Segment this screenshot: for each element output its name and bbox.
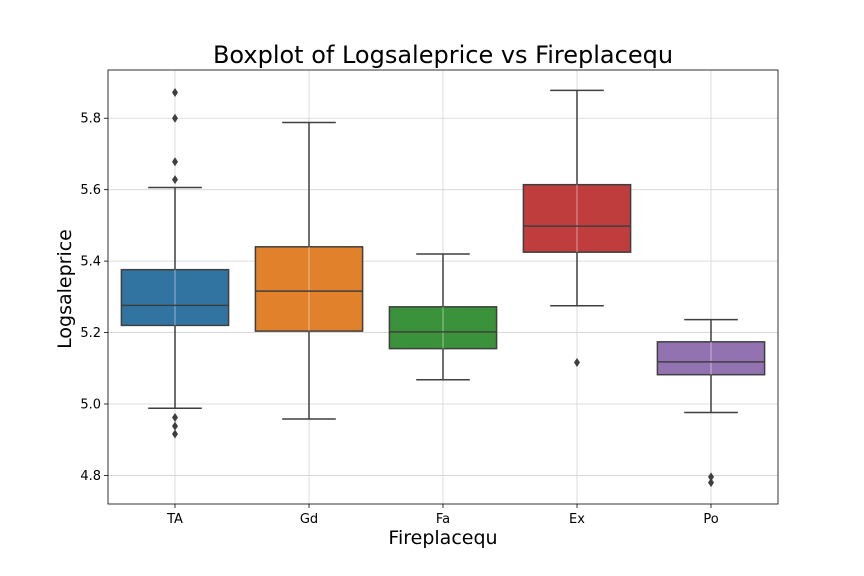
- box-ta: [120, 88, 230, 439]
- y-tick-label: 4.8: [80, 469, 101, 484]
- y-tick-label: 5.0: [80, 397, 101, 412]
- y-axis-label: Logsaleprice: [54, 229, 76, 349]
- x-tick-label: Ex: [569, 512, 585, 527]
- box-po: [656, 318, 766, 488]
- boxes: [120, 88, 766, 488]
- outlier-point: [172, 421, 178, 431]
- outlier-point: [708, 472, 714, 482]
- x-tick-label: Po: [703, 512, 718, 527]
- box-gd: [254, 121, 364, 420]
- box-fa: [388, 253, 498, 381]
- outlier-point: [172, 113, 178, 123]
- x-axis-label: Fireplacequ: [388, 527, 497, 549]
- grid: [108, 70, 778, 504]
- outlier-point: [708, 478, 714, 488]
- outlier-point: [172, 157, 178, 167]
- outlier-point: [172, 413, 178, 423]
- y-tick-label: 5.4: [80, 255, 101, 270]
- x-tick-label: TA: [166, 512, 183, 527]
- y-tick-label: 5.6: [80, 183, 101, 198]
- outlier-point: [172, 429, 178, 439]
- y-tick-label: 5.2: [80, 326, 101, 341]
- y-tick-label: 5.8: [80, 112, 101, 127]
- chart-title: Boxplot of Logsaleprice vs Fireplacequ: [213, 41, 673, 69]
- x-tick-label: Gd: [300, 512, 318, 527]
- outlier-point: [574, 358, 580, 368]
- x-ticks: TA Gd Fa Ex Po: [166, 504, 719, 527]
- outlier-point: [172, 88, 178, 98]
- y-ticks: 4.8 5.0 5.2 5.4 5.6 5.8: [80, 112, 108, 484]
- x-tick-label: Fa: [436, 512, 450, 527]
- box-ex: [522, 89, 632, 368]
- outlier-point: [172, 175, 178, 185]
